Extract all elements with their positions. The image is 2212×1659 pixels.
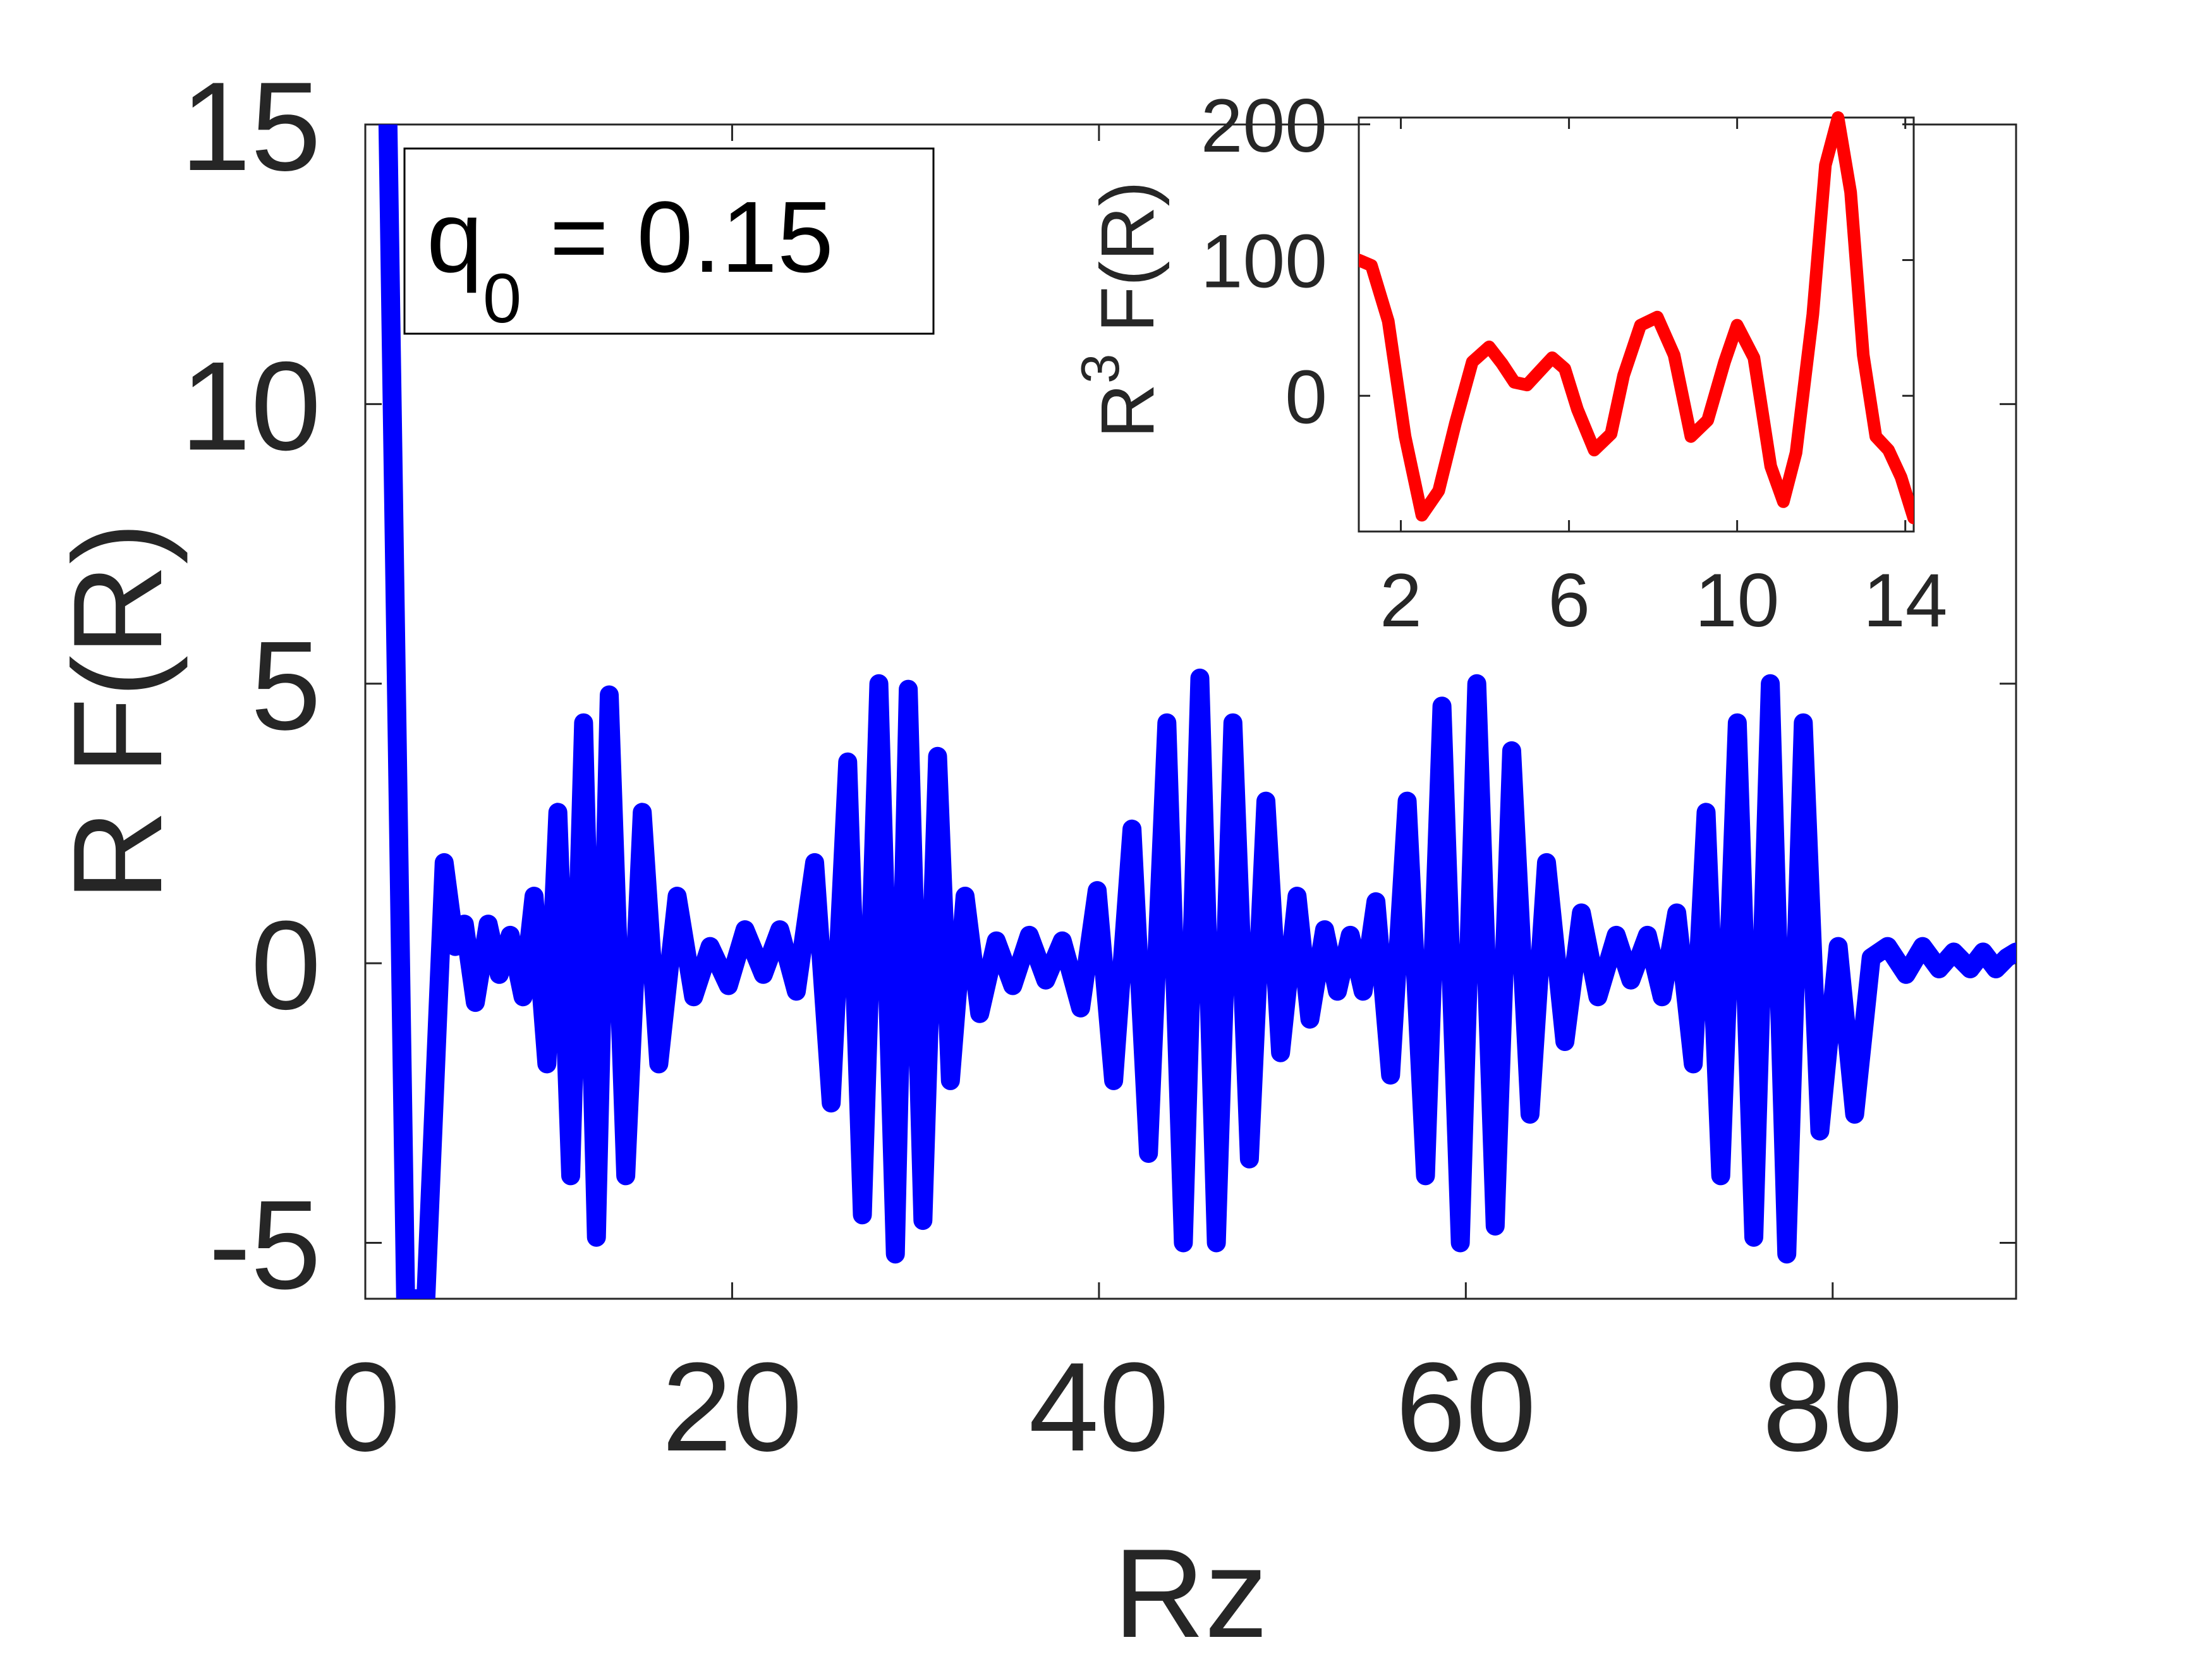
- inset-ylabel-base: R: [1085, 384, 1170, 439]
- y-tick-label: 15: [181, 56, 321, 197]
- inset-y-axis-label: R3 F(R): [1071, 181, 1170, 438]
- x-tick-label: 40: [1029, 1337, 1169, 1478]
- y-axis-label: R F(R): [47, 522, 188, 901]
- y-tick-label: 10: [181, 336, 321, 477]
- y-tick-label: 0: [251, 895, 321, 1036]
- inset-series-line: [1359, 111, 1914, 525]
- x-tick-label: 80: [1763, 1337, 1903, 1478]
- q0-annotation: q0 = 0.15: [403, 147, 935, 337]
- x-tick-label: 2: [1380, 558, 1422, 643]
- x-tick-label: 20: [662, 1337, 802, 1478]
- annotation-suffix: = 0.15: [521, 180, 834, 293]
- x-tick-label: 0: [330, 1337, 400, 1478]
- y-tick-label: 5: [251, 616, 321, 757]
- inset-ylabel-sup: 3: [1071, 354, 1131, 384]
- annotation-subscript: 0: [483, 260, 521, 337]
- y-tick-label: 100: [1201, 219, 1327, 304]
- y-tick-label: 0: [1285, 355, 1327, 439]
- y-tick-label: 200: [1201, 83, 1327, 168]
- x-axis-label: Rz: [1114, 1523, 1268, 1659]
- x-tick-label: 10: [1695, 558, 1779, 643]
- x-tick-label: 6: [1548, 558, 1590, 643]
- svg-text:q0 = 0.15: q0 = 0.15: [427, 180, 834, 337]
- x-tick-label: 60: [1395, 1337, 1536, 1478]
- main-plot-area: [378, 125, 2016, 1299]
- inset-tick-labels: 2 6 10 14 0 100 200: [1201, 83, 1948, 643]
- inset-chart: 2 6 10 14 0 100 200 R3 F(R): [1071, 83, 1947, 643]
- annotation-box: [403, 147, 935, 335]
- y-tick-label: -5: [209, 1175, 321, 1316]
- main-series-line: [378, 125, 2016, 1299]
- x-tick-label: 14: [1863, 558, 1947, 643]
- annotation-prefix: q: [427, 180, 483, 293]
- inset-ticks: [1359, 118, 1914, 532]
- inset-plot-area: [1359, 111, 1914, 525]
- inset-ylabel-rest: F(R): [1085, 181, 1170, 353]
